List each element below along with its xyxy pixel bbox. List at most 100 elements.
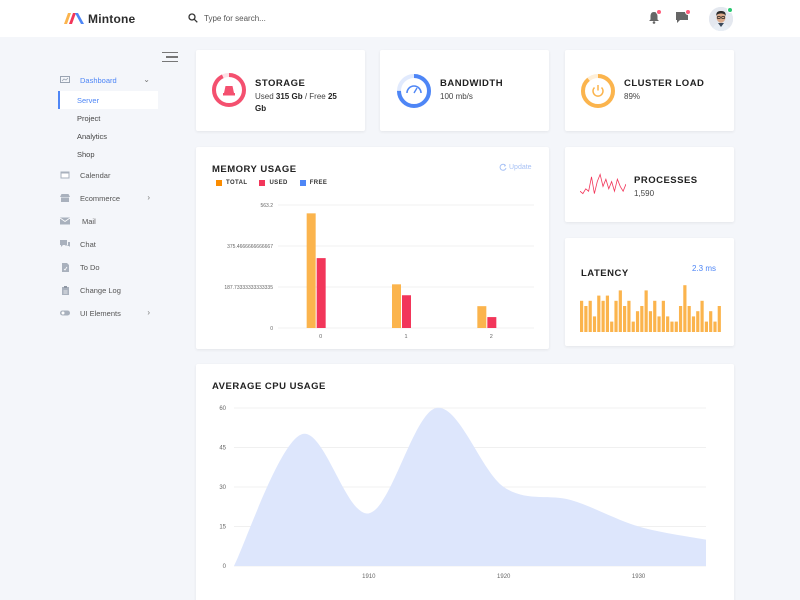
memory-legend: TOTAL USED FREE — [216, 180, 327, 186]
latency-bar — [674, 321, 678, 332]
refresh-icon — [499, 163, 507, 171]
changelog-icon — [62, 286, 69, 295]
power-icon — [592, 85, 604, 97]
latency-bar — [696, 311, 700, 332]
y-tick-label: 60 — [219, 406, 226, 412]
latency-bar — [631, 321, 635, 332]
storage-icon — [223, 86, 235, 96]
latency-bar — [666, 316, 670, 332]
sidebar-item-label: Ecommerce — [80, 193, 121, 203]
legend-item-total: TOTAL — [216, 180, 247, 186]
update-button[interactable]: Update — [499, 163, 532, 171]
x-tick-label: 2 — [490, 334, 493, 340]
sidebar-item-change-log[interactable]: Change Log — [58, 281, 158, 299]
storage-used: 315 Gb — [275, 92, 303, 101]
sidebar-item-calendar[interactable]: Calendar — [58, 166, 158, 184]
sidebar-item-ui-elements[interactable]: UI Elements › — [58, 304, 158, 322]
sidebar-item-dashboard[interactable]: Dashboard ⌄ — [58, 71, 158, 89]
sidebar-item-todo[interactable]: To Do — [58, 258, 158, 276]
memory-bar-chart: 0 187.73333333333335 375.4666666666667 563.… — [224, 203, 534, 340]
processes-title: PROCESSES — [634, 175, 698, 186]
bandwidth-title: BANDWIDTH — [440, 78, 504, 89]
latency-bar — [717, 306, 721, 332]
update-label: Update — [509, 163, 532, 171]
x-tick-label: 1930 — [632, 574, 646, 580]
legend-label: TOTAL — [226, 180, 248, 186]
sidebar-subitem-server[interactable]: Server — [58, 91, 158, 109]
ui-elements-icon — [60, 310, 70, 316]
y-tick-label: 187.73333333333335 — [224, 285, 273, 291]
latency-bar — [584, 306, 588, 332]
latency-bar — [623, 306, 627, 332]
sidebar-subitem-shop[interactable]: Shop — [77, 149, 95, 159]
bar-used — [316, 258, 326, 328]
latency-bar — [713, 321, 717, 332]
latency-bar — [614, 300, 618, 332]
sidebar-toggle-button[interactable] — [162, 52, 178, 62]
chevron-right-icon: › — [147, 193, 150, 202]
brand-name: Mintone — [88, 12, 136, 26]
latency-bar — [618, 290, 622, 332]
bar-total — [306, 213, 316, 328]
x-tick-label: 1910 — [362, 574, 376, 580]
bar-total — [392, 284, 401, 328]
sidebar-item-label: Chat — [80, 239, 96, 249]
store-icon — [60, 194, 70, 202]
x-tick-label: 1920 — [497, 574, 511, 580]
todo-icon — [62, 263, 69, 272]
latency-title: LATENCY — [581, 268, 629, 279]
y-tick-label: 45 — [219, 446, 226, 452]
bar-used — [402, 295, 411, 328]
bandwidth-gauge — [397, 74, 431, 108]
latency-bar — [687, 306, 691, 332]
storage-used-prefix: Used — [255, 92, 276, 101]
messages-icon[interactable] — [675, 11, 689, 24]
storage-free-unit: Gb — [255, 104, 267, 113]
y-tick-label: 0 — [270, 326, 273, 332]
processes-line — [580, 173, 626, 195]
latency-bar — [592, 316, 597, 332]
sidebar-subitem-project[interactable]: Project — [77, 113, 101, 123]
latency-bar — [627, 300, 631, 332]
bar-total — [477, 306, 487, 328]
y-tick-label: 15 — [219, 525, 226, 531]
cpu-usage-title: AVERAGE CPU USAGE — [212, 381, 326, 392]
speedometer-icon — [406, 85, 422, 94]
latency-bar — [610, 321, 614, 332]
notification-badge — [656, 9, 662, 15]
legend-label: USED — [269, 180, 288, 186]
storage-free: 25 — [327, 92, 337, 101]
cluster-load-gauge — [581, 74, 615, 108]
latency-bar — [644, 290, 648, 332]
search-input[interactable] — [204, 11, 404, 25]
logo-icon — [64, 13, 84, 24]
latency-bar — [661, 300, 665, 332]
storage-title: STORAGE — [255, 78, 306, 89]
sidebar-item-mail[interactable]: Mail — [58, 212, 158, 230]
latency-bar — [580, 300, 584, 332]
legend-item-used: USED — [259, 180, 287, 186]
latency-bar — [605, 295, 610, 332]
latency-bar — [683, 285, 687, 332]
sidebar-item-ecommerce[interactable]: Ecommerce › — [58, 189, 158, 207]
sidebar-item-label: Mail — [82, 216, 96, 226]
sidebar-subitem-analytics[interactable]: Analytics — [77, 131, 108, 141]
search-icon[interactable] — [188, 13, 198, 23]
processes-value: 1,590 — [634, 189, 655, 198]
sidebar-item-label: UI Elements — [80, 308, 121, 318]
cpu-area-series — [234, 407, 706, 566]
y-tick-label: 30 — [219, 485, 226, 491]
latency-bar — [657, 316, 661, 332]
latency-bar — [653, 300, 657, 332]
storage-value: Used 315 Gb / Free 25 Gb — [255, 91, 355, 115]
storage-card — [196, 50, 365, 131]
latency-bar — [704, 321, 708, 332]
top-bar: Mintone — [0, 0, 800, 37]
chat-icon — [60, 240, 70, 247]
latency-bar — [691, 316, 696, 332]
sidebar-item-chat[interactable]: Chat — [58, 235, 158, 253]
messages-badge — [685, 9, 691, 15]
chevron-down-icon: ⌄ — [143, 75, 150, 84]
x-tick-label: 0 — [319, 334, 322, 340]
memory-usage-card — [196, 147, 549, 349]
